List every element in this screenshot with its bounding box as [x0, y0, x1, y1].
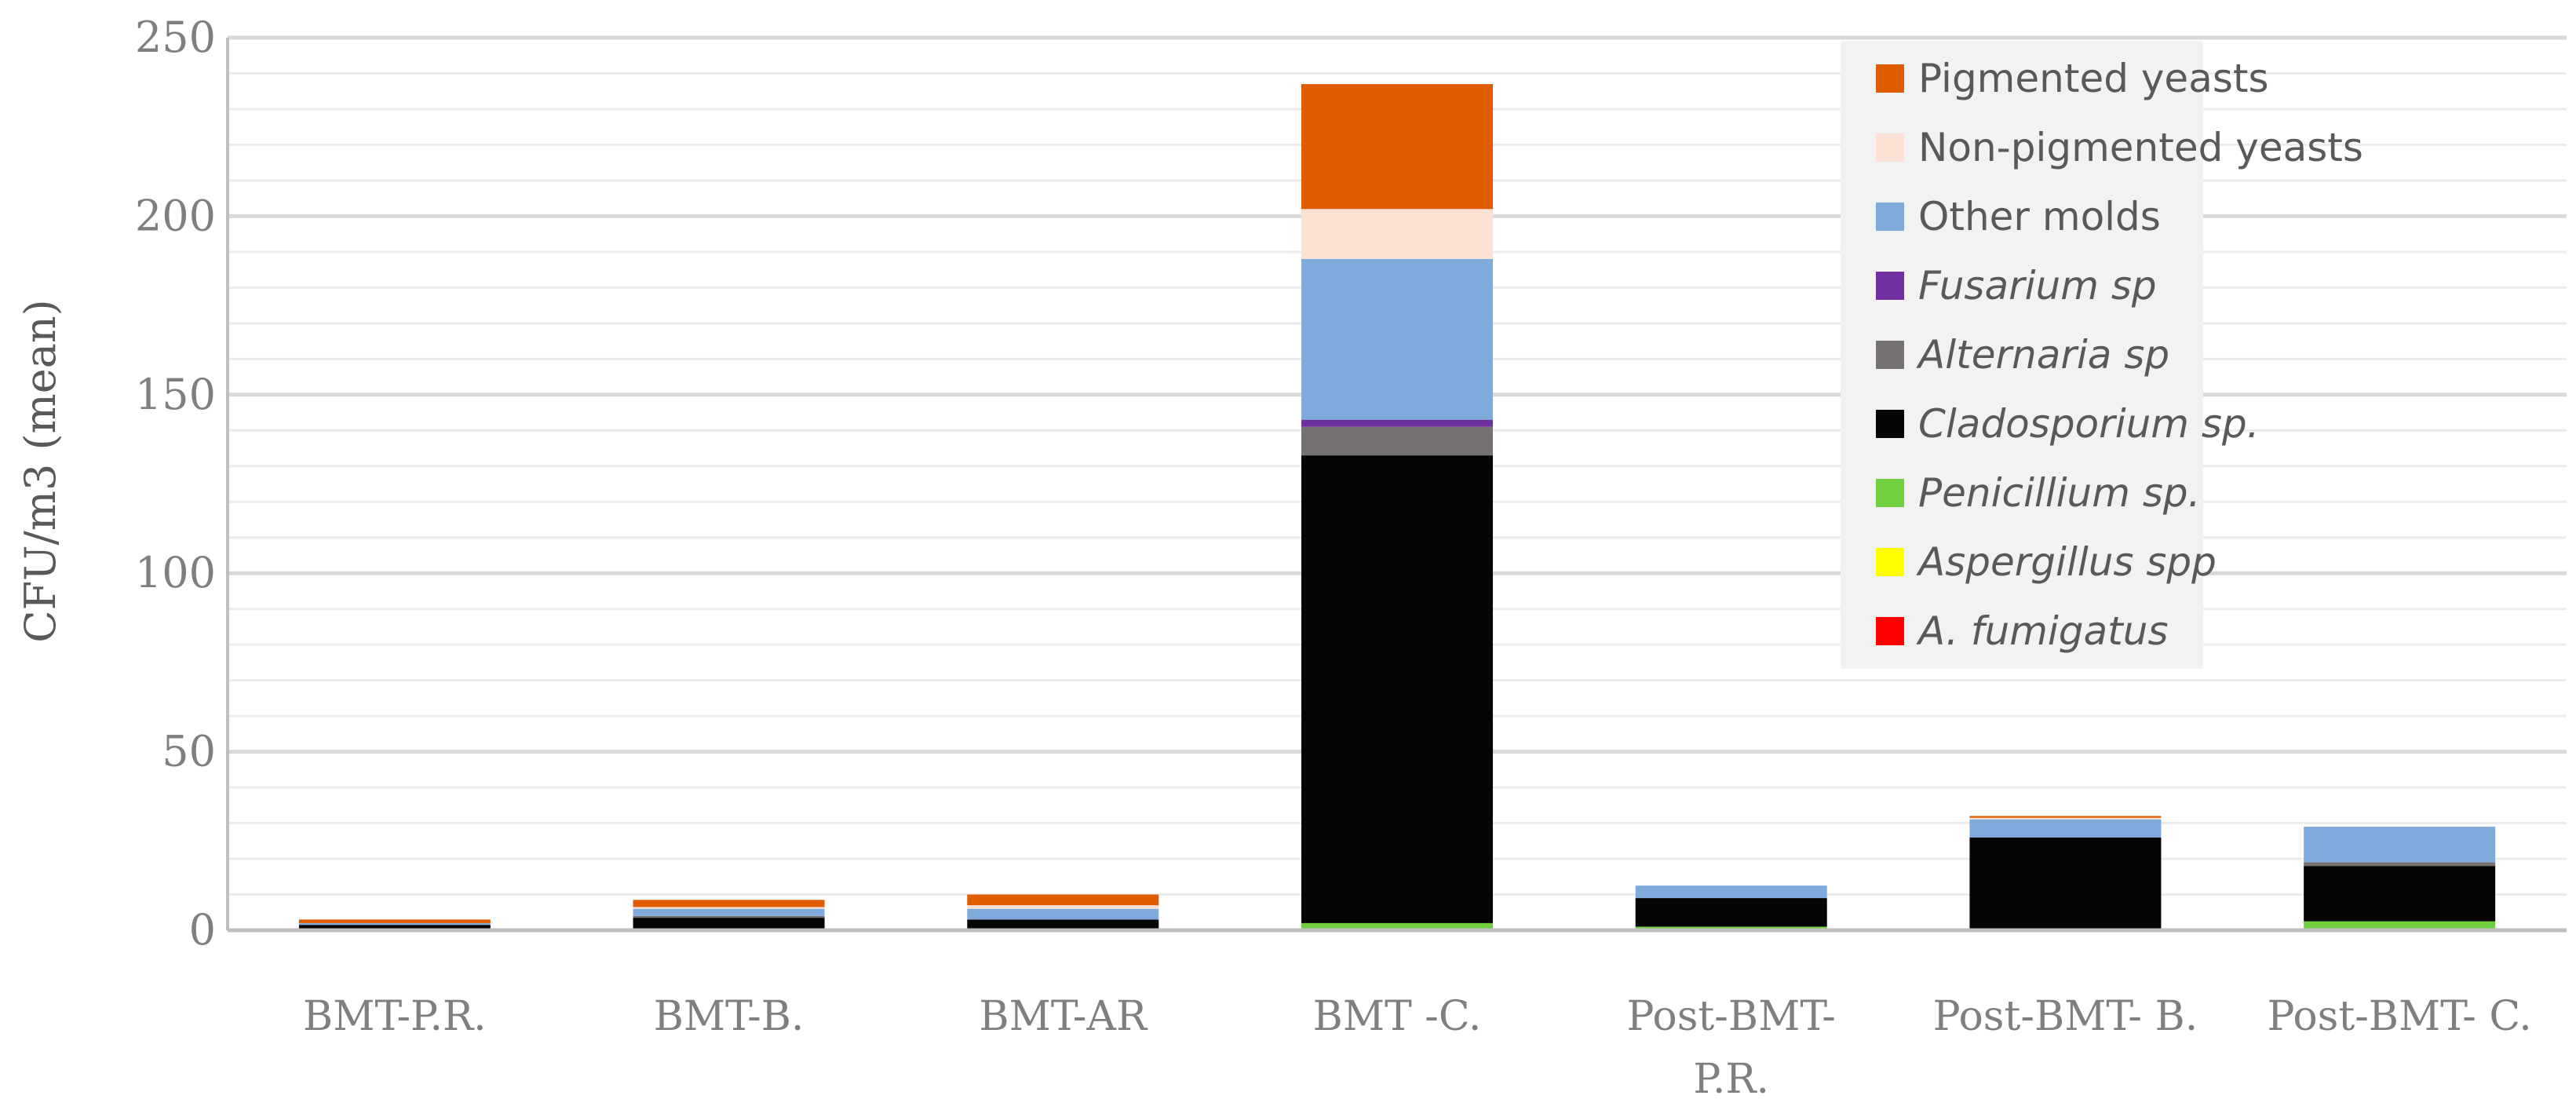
- bar-segment: [1301, 209, 1493, 259]
- y-tick-label: 0: [189, 905, 216, 955]
- x-tick-label: Post-BMT- C.: [2267, 993, 2531, 1040]
- bar-segment: [633, 918, 825, 930]
- x-tick-label: P.R.: [1693, 1056, 1769, 1103]
- y-tick-label: 250: [135, 13, 216, 62]
- bar-segment: [633, 915, 825, 918]
- bar-segment: [1301, 426, 1493, 456]
- bar-segment: [1301, 258, 1493, 420]
- legend-item: Pigmented yeasts: [1876, 44, 2269, 113]
- bar-segment: [298, 922, 491, 926]
- y-axis-label: CFU/m3 (mean): [16, 299, 65, 642]
- axes: 0 50 100 150 200 250 BMT-P.R. BMT-B. BMT-AR BMT -…: [135, 13, 2567, 1103]
- bar-segment: [1635, 885, 1827, 899]
- bar-segment: [633, 907, 825, 909]
- bar-segment: [967, 908, 1159, 920]
- legend-swatch: [1876, 341, 1904, 369]
- bar-segment: [1969, 837, 2162, 929]
- legend-swatch: [1876, 617, 1904, 645]
- legend-item: Non-pigmented yeasts: [1876, 113, 2363, 182]
- y-tick-label: 150: [135, 370, 216, 419]
- x-tick-label: BMT-P.R.: [303, 993, 487, 1040]
- bar-segment: [298, 925, 491, 930]
- legend-swatch: [1876, 410, 1904, 438]
- bar-segment: [2304, 866, 2496, 922]
- bar-segment: [298, 919, 491, 923]
- x-tick-label: BMT-B.: [654, 993, 805, 1040]
- legend-swatch: [1876, 548, 1904, 576]
- bar-segment: [1635, 898, 1827, 927]
- legend-swatch: [1876, 203, 1904, 231]
- legend-label: Penicillium sp.: [1918, 470, 2201, 516]
- bar-segment: [967, 905, 1159, 909]
- legend-label: Other molds: [1918, 194, 2161, 239]
- x-tick-label: BMT -C.: [1313, 993, 1482, 1040]
- bar-segment: [633, 900, 825, 907]
- legend-label: A. fumigatus: [1918, 608, 2169, 654]
- legend-label: Aspergillus spp: [1918, 539, 2217, 585]
- bar-segment: [1301, 84, 1493, 210]
- legend-label: Pigmented yeasts: [1918, 56, 2269, 101]
- legend-item: Cladosporium sp.: [1876, 389, 2260, 458]
- x-tick-label: Post-BMT-: [1627, 993, 1836, 1040]
- y-tick-label: 100: [135, 548, 216, 597]
- legend-label: Non-pigmented yeasts: [1918, 125, 2363, 170]
- legend-item: Fusarium sp: [1876, 251, 2157, 320]
- legend-swatch: [1876, 64, 1904, 93]
- legend-item: Other molds: [1876, 182, 2161, 251]
- bar-segment: [2304, 827, 2496, 863]
- bar-segment: [1301, 419, 1493, 427]
- x-tick-label: BMT-AR: [979, 993, 1148, 1040]
- legend-item: Alternaria sp: [1876, 320, 2169, 389]
- legend-swatch: [1876, 133, 1904, 162]
- legend: Pigmented yeasts Non-pigmented yeasts Othe…: [1841, 41, 2363, 669]
- bar-segment: [967, 894, 1159, 906]
- bars: [298, 84, 2496, 930]
- bar-segment: [633, 908, 825, 916]
- bar-segment: [2304, 921, 2496, 930]
- bar-segment: [1969, 820, 2162, 838]
- legend-label: Cladosporium sp.: [1918, 401, 2260, 447]
- legend-item: Penicillium sp.: [1876, 458, 2201, 528]
- legend-label: Fusarium sp: [1918, 263, 2157, 309]
- y-tick-label: 50: [162, 727, 216, 776]
- legend-item: A. fumigatus: [1876, 597, 2169, 666]
- legend-swatch: [1876, 272, 1904, 300]
- y-tick-label: 200: [135, 191, 216, 240]
- legend-item: Aspergillus spp: [1876, 528, 2217, 597]
- bar-segment: [1301, 922, 1493, 930]
- bar-segment: [967, 919, 1159, 930]
- legend-swatch: [1876, 479, 1904, 507]
- bar-segment: [1969, 816, 2162, 818]
- x-tick-label: Post-BMT- B.: [1933, 993, 2198, 1040]
- bar-segment: [1969, 817, 2162, 820]
- bar-segment: [1301, 455, 1493, 923]
- legend-label: Alternaria sp: [1918, 332, 2170, 378]
- bar-segment: [2304, 862, 2496, 867]
